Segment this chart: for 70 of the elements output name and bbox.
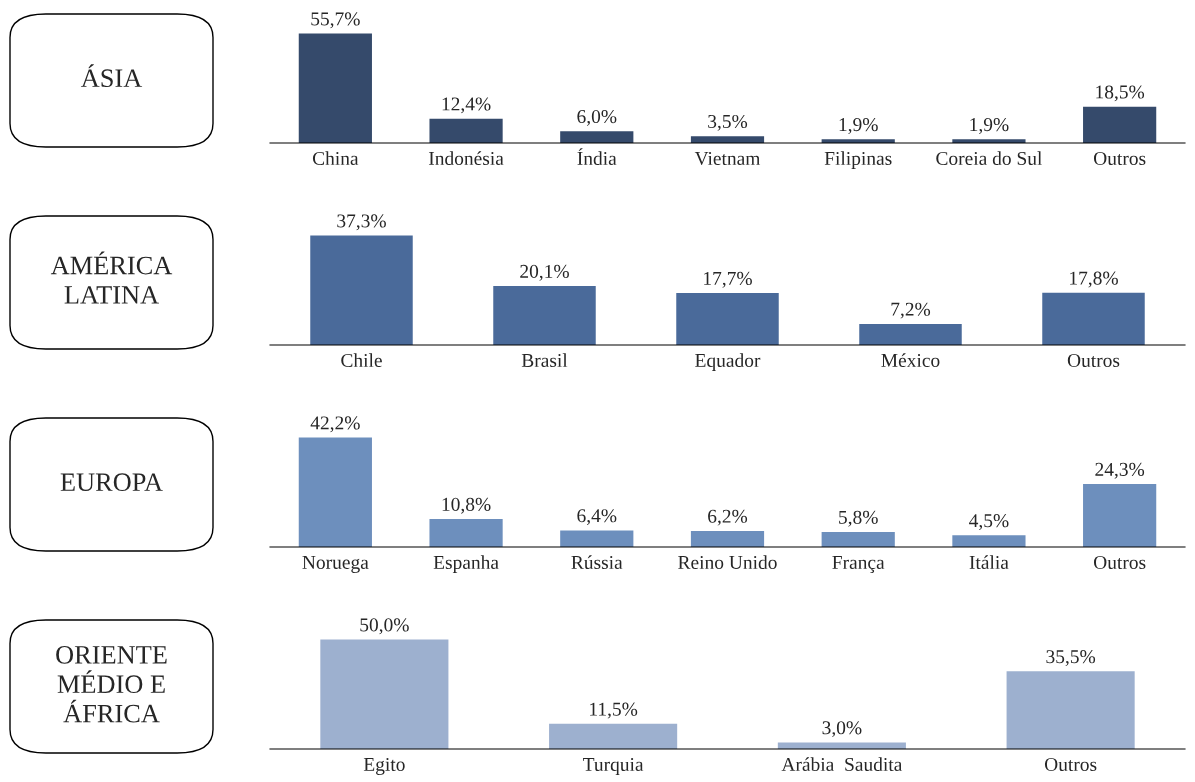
bar	[952, 535, 1026, 547]
bar	[429, 118, 503, 143]
text: AMÉRICA LATINA	[50, 251, 173, 304]
bar	[549, 723, 678, 749]
data-label: 50,0%	[360, 618, 409, 635]
x-tick-label: Índia	[577, 148, 617, 166]
data-label: 35,5%	[1046, 650, 1096, 667]
x-tick-label: Itália	[969, 555, 1009, 570]
x-tick-label: Indonésia	[428, 151, 504, 166]
data-label: 18,5%	[1096, 85, 1145, 102]
x-tick-label: Outros	[1093, 555, 1146, 570]
data-label: 42,2%	[310, 416, 360, 433]
data-label: 12,4%	[442, 97, 491, 114]
bar	[1042, 292, 1145, 345]
x-tick-label: Equador	[695, 353, 761, 371]
x-tick-label: Noruega	[302, 556, 369, 573]
x-tick-label: Filipinas	[824, 151, 892, 169]
bar	[1083, 484, 1157, 547]
data-label: 1,9%	[839, 118, 878, 134]
bar	[298, 437, 372, 547]
data-label: 5,8%	[839, 510, 878, 527]
bar	[560, 530, 634, 547]
x-tick-label: Turquia	[583, 757, 644, 775]
data-label: 3,5%	[708, 114, 748, 131]
bar	[1083, 106, 1157, 143]
data-label: 20,1%	[520, 264, 569, 281]
bar	[560, 131, 634, 143]
bar	[777, 742, 906, 749]
x-tick-label: Brasil	[521, 353, 568, 368]
bar	[690, 530, 765, 547]
data-label: 24,3%	[1095, 462, 1145, 479]
x-tick-label: China	[312, 151, 359, 166]
data-label: 11,5%	[590, 702, 638, 719]
x-tick-label: Egito	[363, 757, 405, 775]
data-label: 7,2%	[891, 302, 931, 319]
bar	[298, 33, 372, 143]
bar	[1006, 671, 1135, 749]
x-tick-label: Vietnam	[694, 151, 761, 166]
data-label: 6,4%	[577, 509, 617, 526]
x-tick-label: Chile	[341, 353, 382, 368]
data-label: 4,5%	[969, 514, 1009, 531]
data-label: 17,7%	[704, 271, 752, 288]
x-tick-label: Outros	[1067, 353, 1120, 368]
data-label: 17,8%	[1070, 271, 1118, 288]
bar	[821, 531, 895, 547]
x-tick-label: Coreia do Sul	[936, 151, 1043, 166]
data-label: 6,0%	[577, 109, 617, 126]
x-tick-label: México	[881, 353, 940, 368]
data-label: 10,8%	[442, 497, 491, 514]
x-tick-label: França	[832, 556, 885, 573]
bar	[310, 235, 413, 345]
x-tick-label: Outros	[1093, 151, 1146, 166]
bar	[429, 519, 503, 547]
text: EUROPA	[60, 473, 163, 492]
bar	[493, 286, 596, 345]
data-label: 37,3%	[337, 214, 386, 231]
data-label: 1,9%	[970, 118, 1009, 134]
text: ÁSIA	[80, 64, 143, 88]
x-tick-label: Arábia Saudita	[781, 757, 903, 772]
x-tick-label: Espanha	[433, 555, 499, 573]
text: ORIENTE MÉDIO E ÁFRICA	[56, 645, 167, 723]
data-label: 55,7%	[311, 12, 360, 29]
x-tick-label: Outros	[1044, 757, 1097, 772]
bar	[676, 293, 779, 345]
bar	[320, 639, 449, 749]
data-label: 6,2%	[708, 509, 748, 526]
bar	[859, 323, 962, 345]
x-tick-label: Rússia	[571, 555, 623, 570]
x-tick-label: Reino Unido	[678, 555, 777, 570]
data-label: 3,0%	[822, 721, 862, 738]
